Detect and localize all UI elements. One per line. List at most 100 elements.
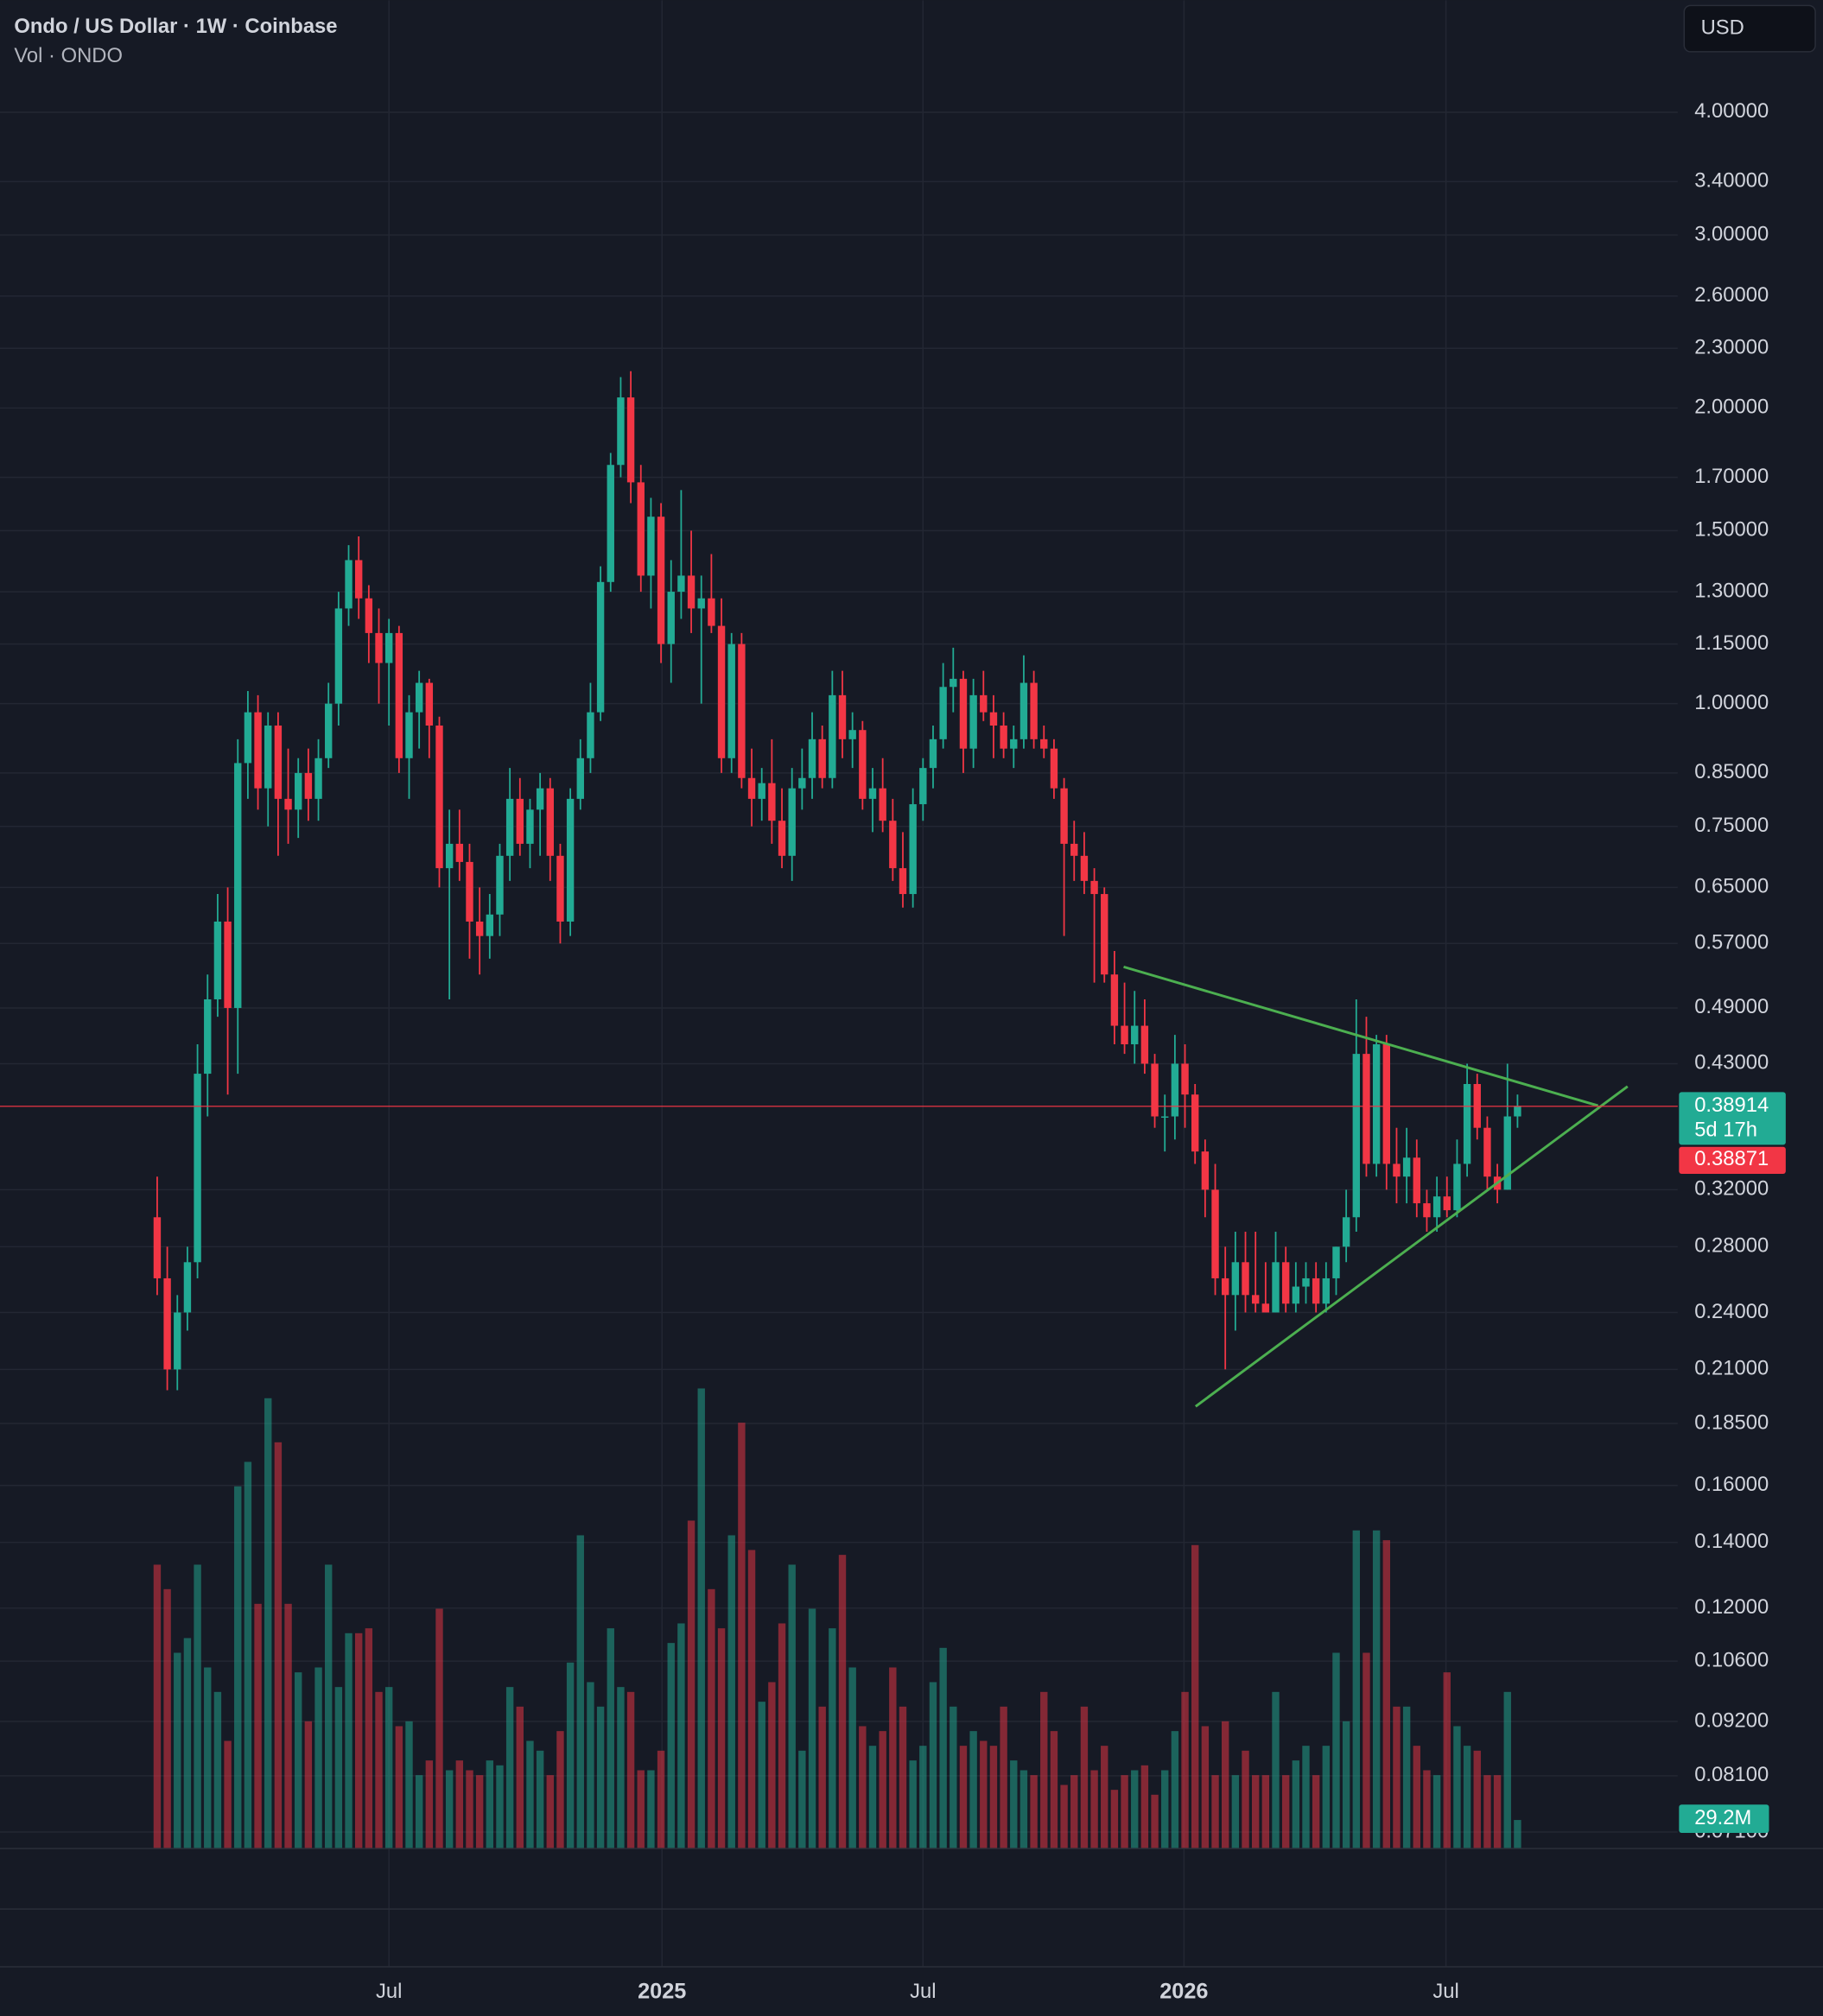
volume-bar (939, 1647, 947, 1849)
volume-pane (153, 1388, 1521, 1849)
candle-body (1483, 1127, 1491, 1177)
volume-bar (788, 1564, 796, 1849)
candle-body (768, 783, 776, 821)
volume-bar (325, 1564, 333, 1849)
y-tick-label: 0.28000 (1694, 1234, 1769, 1258)
candle-body (1372, 1044, 1381, 1164)
volume-last-label: 29.2M (1694, 1806, 1751, 1829)
volume-bar (848, 1667, 856, 1849)
y-tick-label: 0.08100 (1694, 1763, 1769, 1786)
volume-bar (153, 1564, 162, 1849)
candle-body (254, 712, 262, 789)
candle-body (929, 739, 937, 769)
candle-body (1261, 1303, 1270, 1313)
candle-body (325, 703, 333, 758)
volume-bar (1140, 1765, 1149, 1849)
volume-bar (677, 1623, 685, 1849)
candle-body (1030, 682, 1038, 739)
volume-bar (717, 1628, 726, 1849)
volume-bar (1292, 1760, 1300, 1849)
volume-bar (435, 1608, 443, 1849)
volume-bar (1110, 1790, 1119, 1849)
candle-body (1231, 1262, 1240, 1296)
volume-bar (1514, 1820, 1521, 1849)
y-tick-label: 0.57000 (1694, 931, 1769, 954)
volume-bar (1050, 1731, 1058, 1849)
volume-bar (1432, 1775, 1441, 1849)
candle-body (425, 682, 434, 726)
volume-bar (576, 1535, 584, 1849)
volume-bar (708, 1588, 715, 1849)
volume-bar (536, 1750, 544, 1849)
volume-bar (607, 1628, 614, 1849)
volume-bar (1402, 1706, 1411, 1849)
candle-body (617, 397, 625, 466)
candle-body (204, 998, 212, 1075)
currency-label[interactable]: USD (1701, 16, 1744, 39)
candle-body (919, 768, 927, 805)
candle-body (194, 1074, 201, 1263)
volume-bar (204, 1667, 212, 1849)
y-tick-label: 0.65000 (1694, 875, 1769, 898)
volume-bar (1393, 1706, 1401, 1849)
volume-bar (1332, 1652, 1340, 1849)
y-tick-label: 0.12000 (1694, 1595, 1769, 1619)
candle-body (244, 712, 252, 764)
candle-body (395, 632, 403, 758)
volume-bar (334, 1687, 343, 1849)
candle-body (1181, 1063, 1189, 1095)
candle-body (1281, 1262, 1290, 1304)
volume-bar (969, 1731, 977, 1849)
volume-bar (365, 1628, 373, 1849)
candle-body (747, 777, 756, 799)
volume-last-box (1679, 1804, 1769, 1833)
volume-bar (1242, 1750, 1249, 1849)
volume-bar (1382, 1540, 1390, 1849)
candle-body (546, 788, 554, 856)
volume-bar (596, 1706, 605, 1849)
y-tick-label: 0.49000 (1694, 995, 1769, 1018)
candle-body (1000, 725, 1007, 749)
volume-bar (980, 1740, 988, 1849)
volume-bar (697, 1388, 705, 1849)
chart-title: Ondo / US Dollar · 1W · Coinbase (14, 15, 337, 38)
volume-bar (1423, 1770, 1431, 1849)
candle-body (637, 482, 645, 576)
candle-body (738, 643, 746, 778)
volume-bar (526, 1740, 534, 1849)
candle-body (848, 730, 856, 739)
volume-bar (505, 1687, 514, 1849)
candle-body (224, 921, 232, 1008)
currency-button[interactable] (1683, 4, 1816, 53)
candle-body (1019, 682, 1028, 739)
volume-bar (1201, 1726, 1210, 1849)
volume-bar (1493, 1775, 1502, 1849)
candle-body (708, 598, 715, 626)
volume-legend: Vol · ONDO (14, 44, 123, 67)
volume-bar (838, 1555, 847, 1849)
y-tick-label: 0.32000 (1694, 1177, 1769, 1201)
candle-body (415, 682, 423, 713)
volume-bar (667, 1643, 675, 1849)
candle-body (587, 712, 594, 758)
candle-body (1121, 1025, 1128, 1045)
candle-body (496, 855, 504, 915)
y-tick-label: 0.43000 (1694, 1051, 1769, 1075)
volume-bar (587, 1682, 594, 1849)
volume-bar (466, 1770, 473, 1849)
volume-bar (889, 1667, 897, 1849)
volume-bar (1080, 1706, 1089, 1849)
volume-bar (1090, 1770, 1098, 1849)
y-tick-label: 1.70000 (1694, 465, 1769, 488)
candle-body (989, 712, 998, 726)
volume-bar (405, 1721, 413, 1849)
candle-body (1110, 974, 1119, 1026)
candle-body (475, 921, 484, 936)
volume-bar (1362, 1652, 1370, 1849)
y-tick-label: 0.10600 (1694, 1648, 1769, 1671)
volume-bar (1453, 1726, 1461, 1849)
candle-body (213, 921, 222, 999)
candle-body (778, 821, 786, 856)
volume-bar (1101, 1746, 1108, 1849)
candle-body (274, 725, 283, 799)
